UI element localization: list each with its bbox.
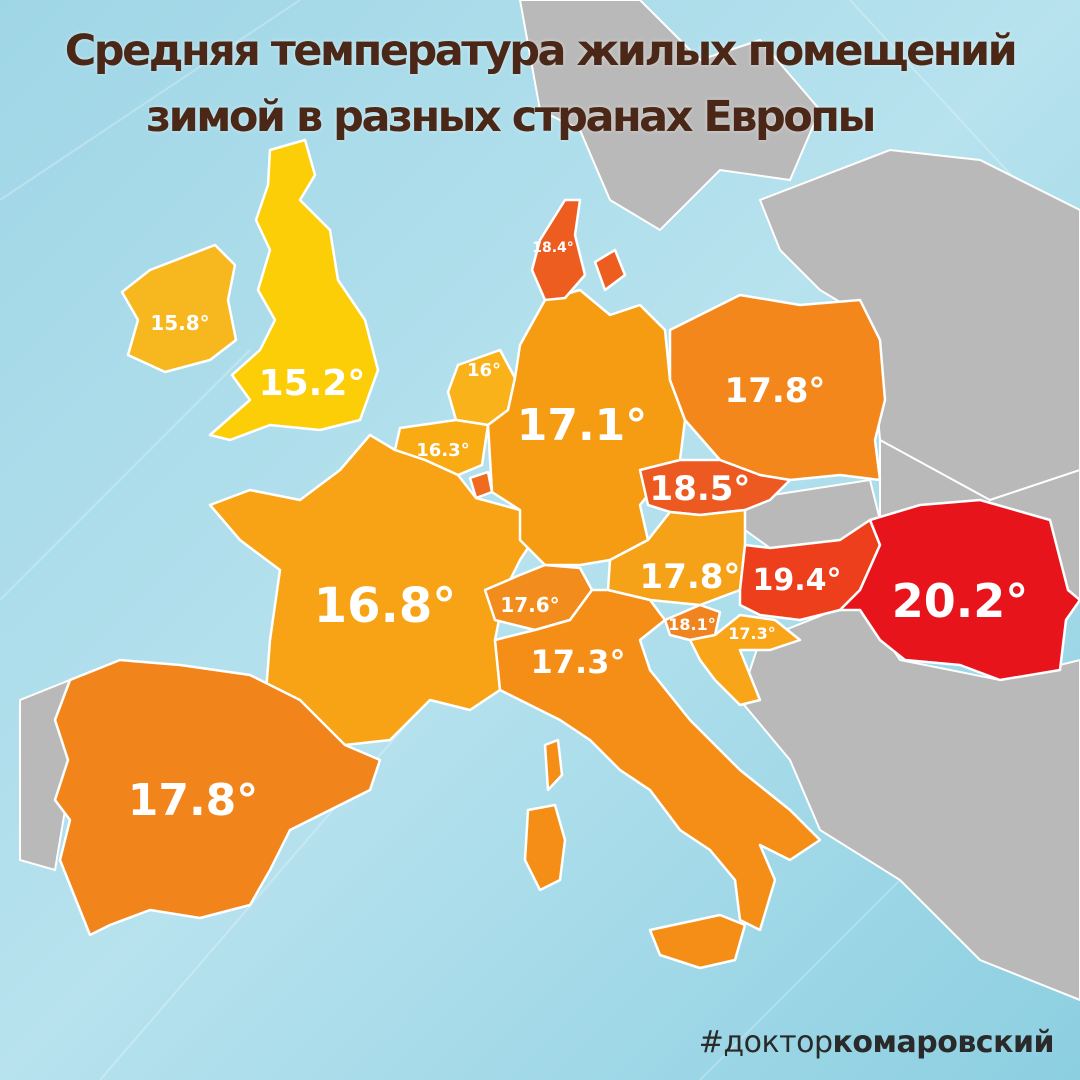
label-spain: 17.8° xyxy=(128,775,259,826)
label-slovenia: 18.1° xyxy=(668,615,715,634)
hashtag-prefix: #доктор xyxy=(698,1025,833,1060)
countries-with-data xyxy=(53,138,1080,970)
title-line-2: зимой в разных странах Европы xyxy=(146,92,876,142)
label-belgium: 16.3° xyxy=(416,440,469,461)
label-switzerland: 17.6° xyxy=(500,593,559,617)
country-denmark xyxy=(530,198,627,302)
country-italy xyxy=(493,588,822,932)
label-ireland: 15.8° xyxy=(150,311,209,335)
label-hungary: 19.4° xyxy=(752,563,841,598)
label-uk: 15.2° xyxy=(259,363,366,404)
label-denmark: 18.4° xyxy=(532,240,574,256)
country-romania xyxy=(838,498,1080,682)
label-romania: 20.2° xyxy=(892,574,1029,628)
hashtag-bold: комаровский xyxy=(832,1025,1055,1060)
label-poland: 17.8° xyxy=(725,371,826,411)
label-czechia: 18.5° xyxy=(650,469,751,509)
country-spain xyxy=(53,658,382,937)
country-corsica xyxy=(543,738,564,792)
country-poland xyxy=(668,293,887,482)
country-uk xyxy=(208,138,380,442)
country-sardinia xyxy=(523,803,567,892)
label-france: 16.8° xyxy=(314,578,456,634)
country-croatia xyxy=(688,613,802,707)
hashtag: #докторкомаровский xyxy=(698,1025,1055,1060)
label-germany: 17.1° xyxy=(517,400,648,451)
country-ireland xyxy=(120,243,238,374)
label-netherlands: 16° xyxy=(467,360,501,381)
title-line-1: Средняя температура жилых помещений xyxy=(64,26,1018,76)
value-labels: 15.8° 15.2° 16° 16.3° 16.8° 17.1° 18.4° … xyxy=(128,240,1029,826)
label-austria: 17.8° xyxy=(640,557,741,597)
label-croatia: 17.3° xyxy=(728,624,775,643)
scandinavia-land xyxy=(518,0,822,232)
country-czechia xyxy=(638,458,792,517)
label-italy: 17.3° xyxy=(531,643,626,681)
country-sicily xyxy=(648,913,747,970)
